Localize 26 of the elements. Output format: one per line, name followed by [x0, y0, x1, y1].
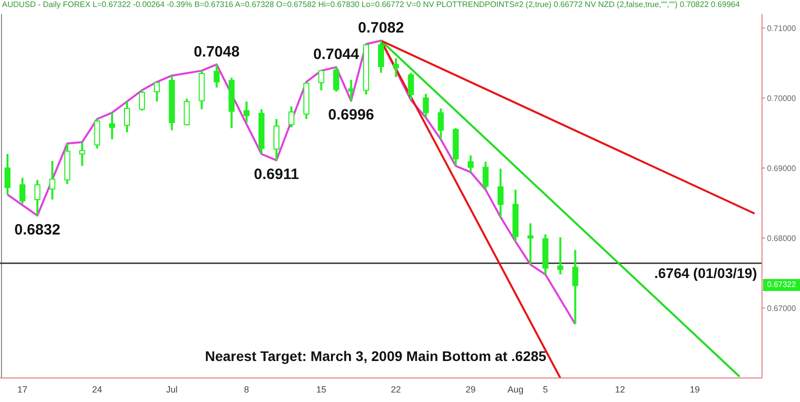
x-tick-label: 19 — [690, 384, 700, 394]
x-tick-label: 8 — [244, 384, 250, 394]
x-tick-label: 24 — [92, 384, 102, 394]
annotation: 0.6832 — [14, 221, 60, 238]
annotation: 0.6996 — [328, 106, 374, 124]
y-tick-label: 0.71000 — [767, 24, 796, 33]
annotation: 0.7082 — [358, 20, 404, 37]
x-tick-label: 5 — [542, 384, 548, 394]
x-tick-label: 22 — [390, 384, 401, 394]
x-tick-label: Jul — [166, 384, 178, 394]
x-tick-label: 12 — [615, 384, 626, 394]
ref-line-label: .6764 (01/03/19) — [654, 265, 757, 282]
annotation: 0.67322 — [763, 279, 800, 292]
annotation: Nearest Target: March 3, 2009 Main Bottom at .6285 — [205, 348, 546, 364]
chart-subtitle: AUDUSD - Daily FOREX L=0.67322 -0.00264 -0.39% B=0.67316 A=0.67328 O=0.67582 Hi=0.67830 Lo=0.66772 V=0 NV PLOTTRENDPOINTS#2 (2,true) 0.66772 NV NZD (2,false,true,"","") 0.70822 0.69964 — [2, 0, 740, 9]
y-tick-label: 0.70000 — [767, 94, 796, 103]
y-tick-label: 0.69000 — [767, 164, 796, 173]
x-tick-label: Aug — [507, 384, 524, 394]
annotation: 0.6911 — [254, 166, 299, 183]
x-tick-label: 29 — [466, 384, 476, 394]
y-tick-label: 0.68000 — [767, 234, 796, 243]
y-tick-label: 0.67000 — [767, 304, 796, 313]
annotation: 0.7044 — [313, 46, 360, 64]
x-tick-label: 15 — [316, 384, 326, 394]
annotation: 0.7048 — [194, 43, 240, 60]
x-tick-label: 17 — [17, 384, 28, 394]
